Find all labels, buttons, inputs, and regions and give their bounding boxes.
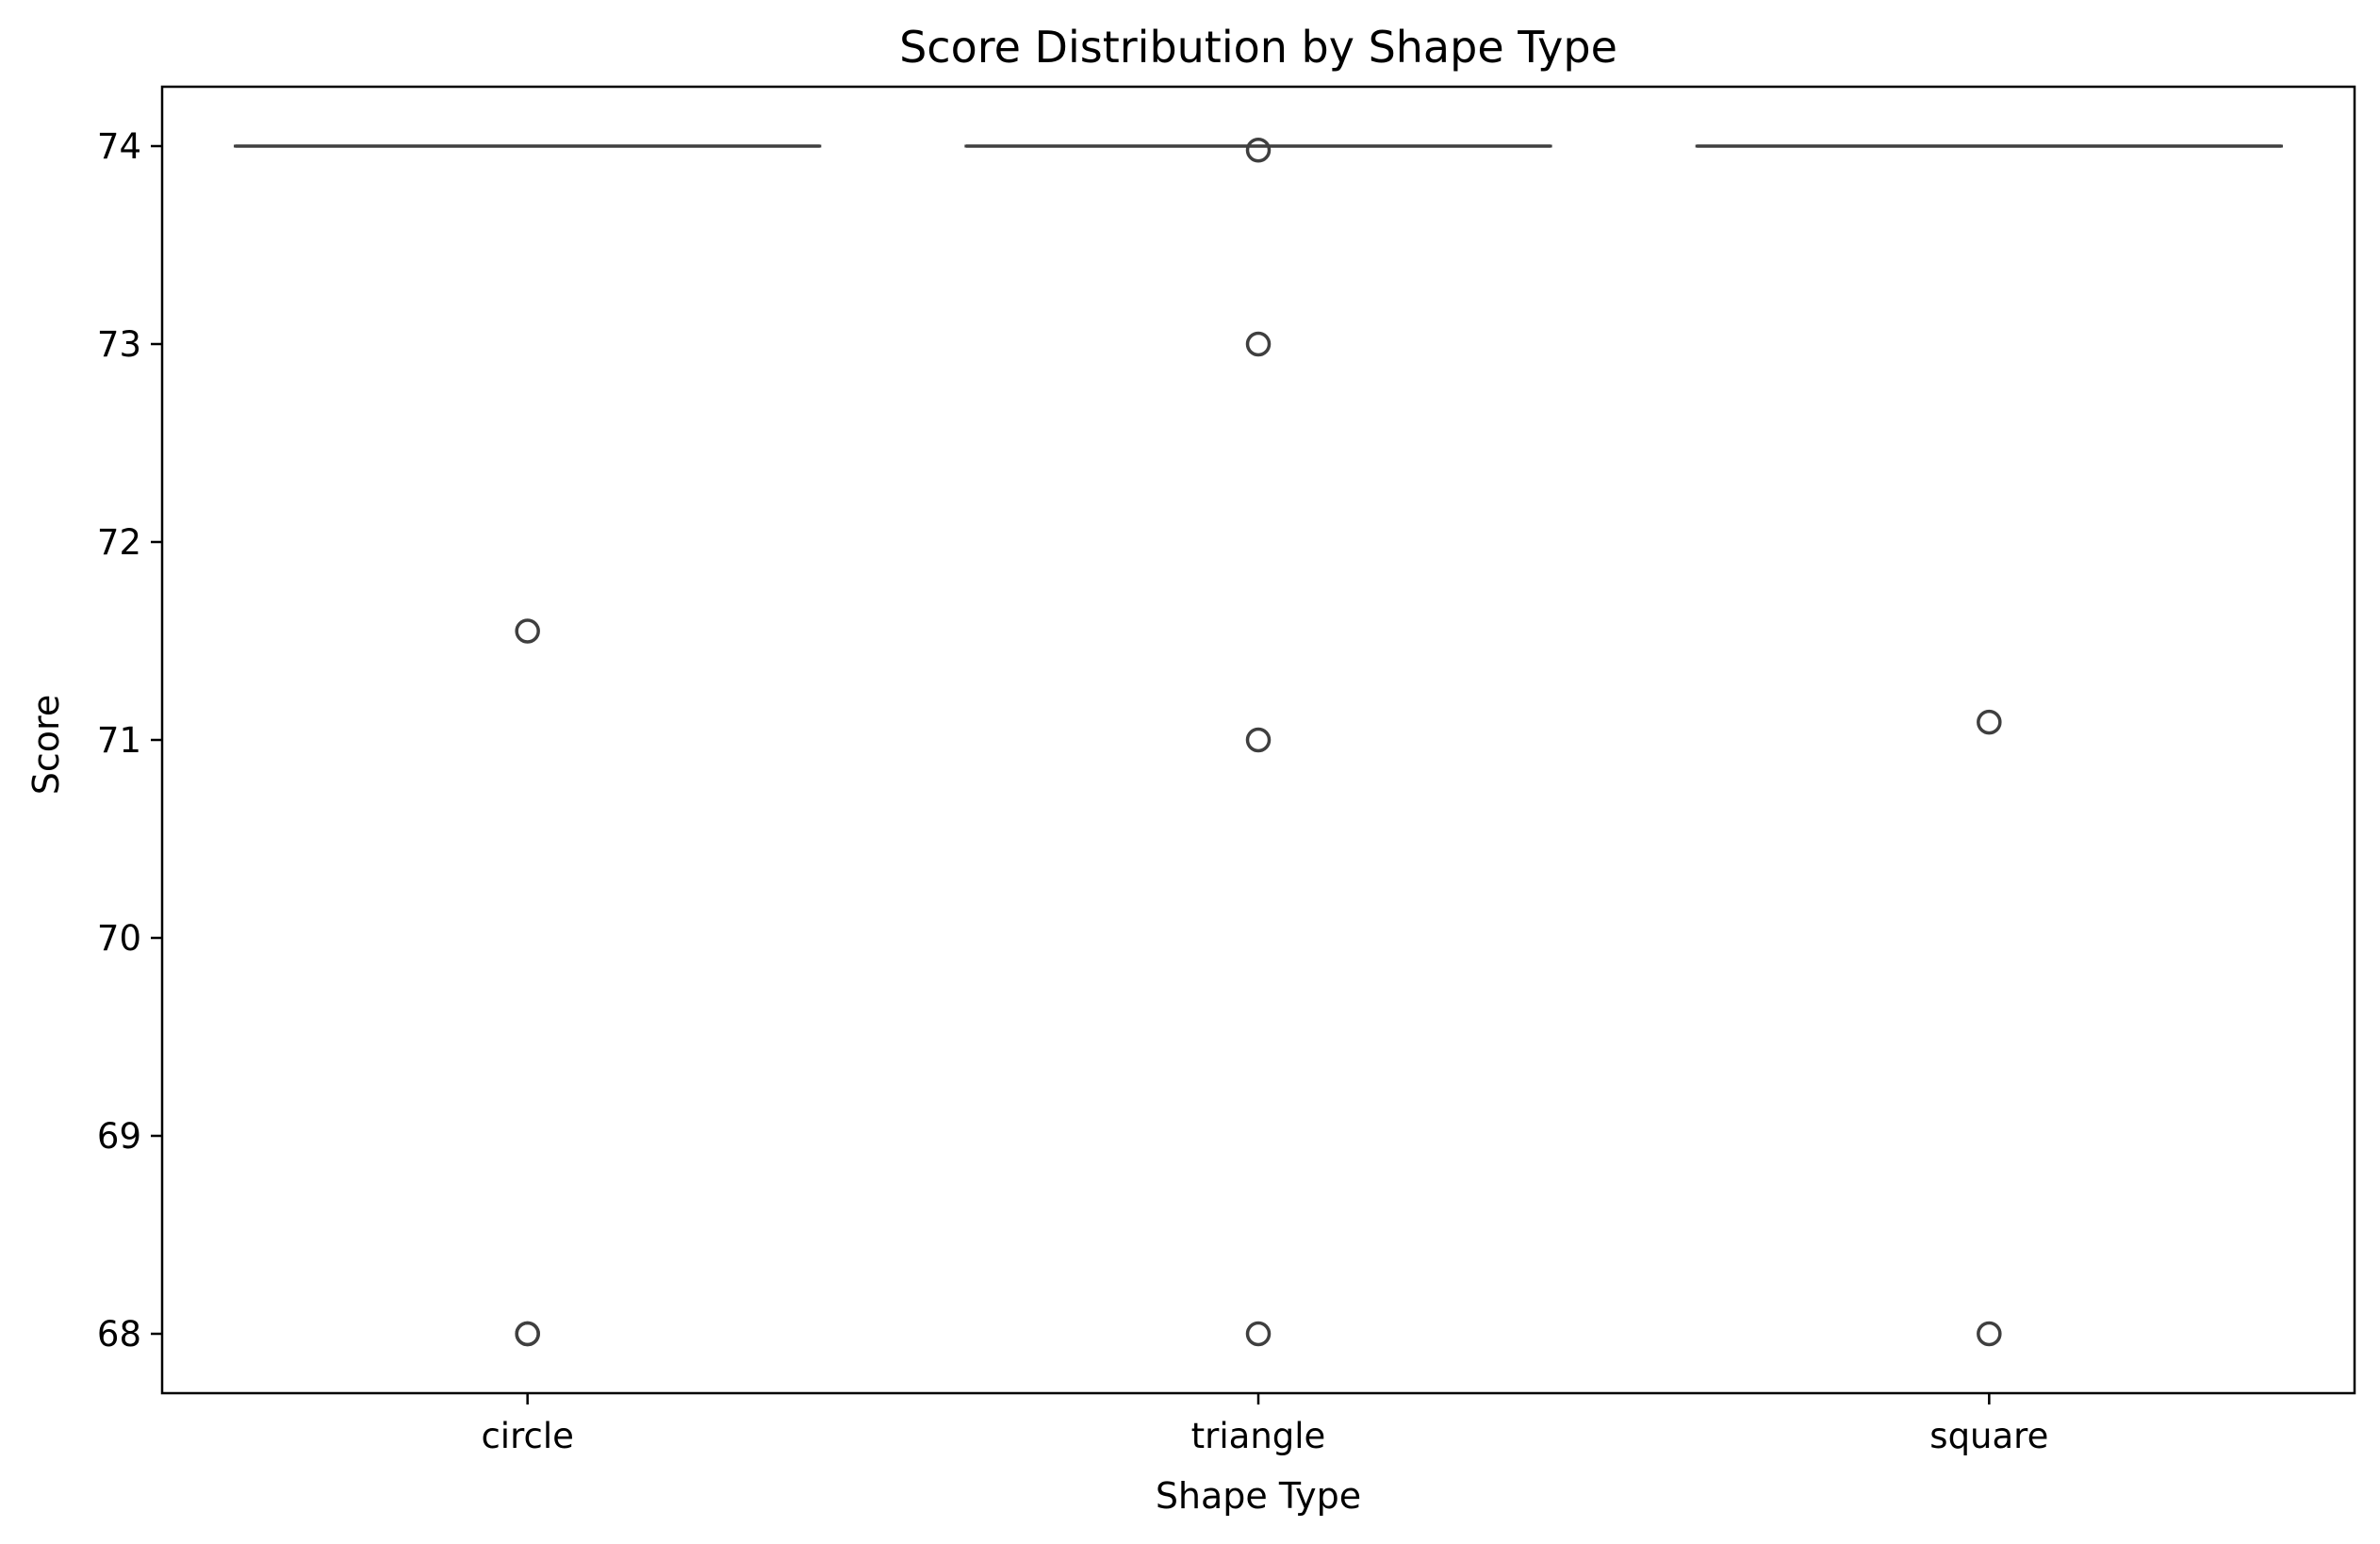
outlier-point bbox=[515, 1321, 540, 1347]
y-tick-label: 71 bbox=[97, 720, 141, 761]
y-tick-label: 72 bbox=[97, 522, 141, 563]
x-axis-label: Shape Type bbox=[1156, 1475, 1361, 1517]
x-axis: circle triangle square bbox=[481, 1393, 2048, 1456]
y-axis-label: Score bbox=[25, 695, 67, 795]
outlier-point bbox=[1245, 331, 1272, 357]
y-tick-label: 68 bbox=[97, 1314, 141, 1355]
outlier-point bbox=[1245, 727, 1272, 753]
y-tick-label: 70 bbox=[97, 918, 141, 959]
box-square bbox=[1695, 144, 2283, 1347]
outlier-point bbox=[515, 618, 540, 644]
y-axis: 68 69 70 71 72 73 74 bbox=[97, 126, 162, 1355]
y-tick-label: 73 bbox=[97, 324, 141, 365]
box-circle bbox=[234, 144, 822, 1347]
x-tick-label: square bbox=[1929, 1416, 2048, 1456]
axes-frame bbox=[160, 85, 2356, 1395]
outlier-point bbox=[1245, 137, 1272, 163]
x-tick-label: triangle bbox=[1191, 1416, 1326, 1456]
chart-title: Score Distribution by Shape Type bbox=[899, 22, 1617, 73]
x-tick-label: circle bbox=[481, 1416, 573, 1456]
outlier-point bbox=[1977, 1321, 2002, 1347]
box-triangle bbox=[964, 137, 1552, 1347]
outlier-point bbox=[1977, 709, 2002, 735]
y-tick-label: 69 bbox=[97, 1116, 141, 1157]
outlier-point bbox=[1245, 1321, 1272, 1347]
y-tick-label: 74 bbox=[97, 126, 141, 167]
plot-area bbox=[160, 85, 2356, 1395]
